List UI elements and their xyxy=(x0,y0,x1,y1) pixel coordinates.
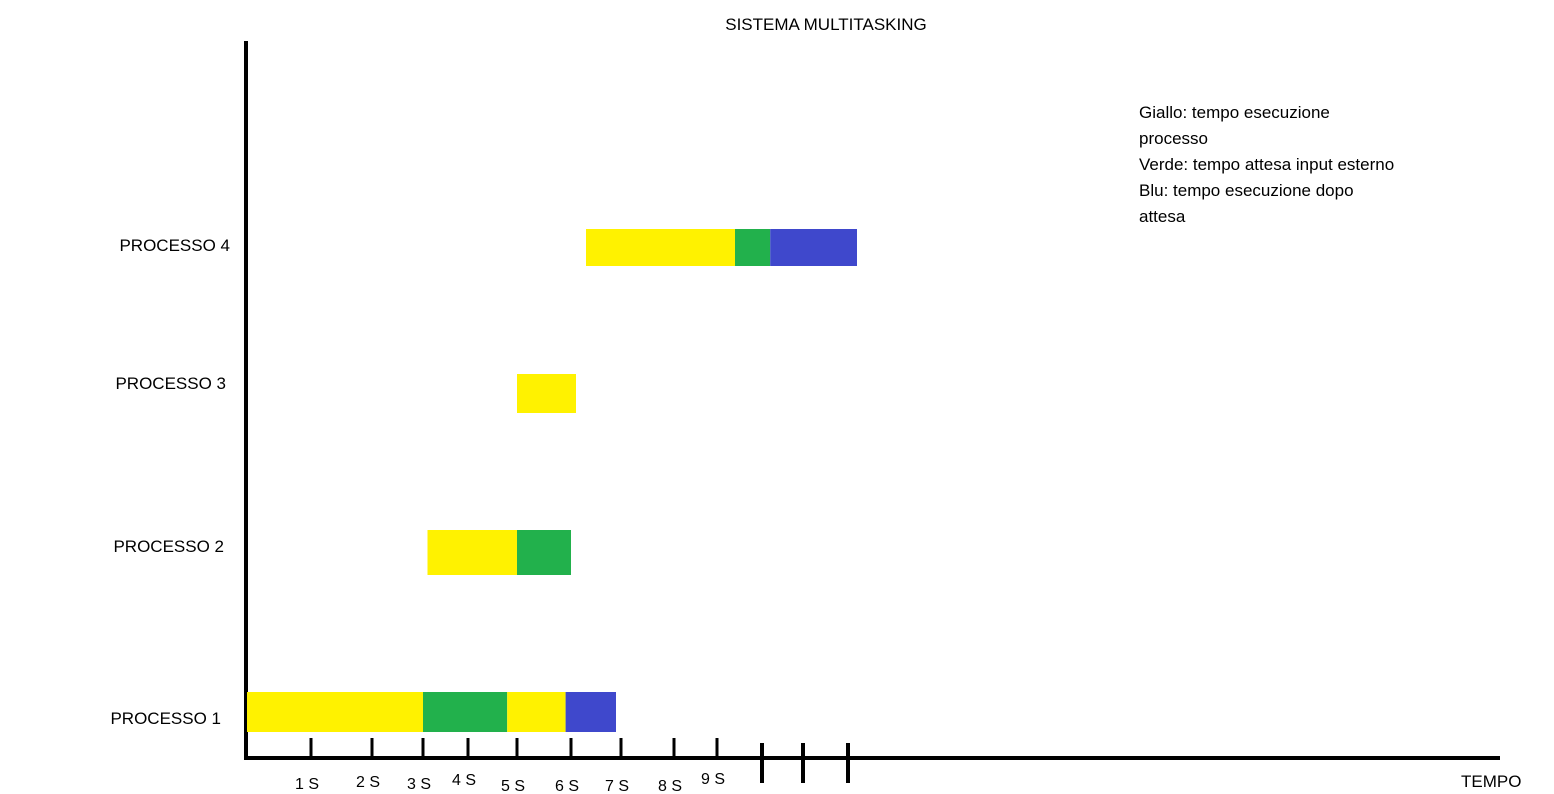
x-ticks: 1 S 2 S 3 S 4 S 5 S 6 S 7 S 8 S 9 S xyxy=(295,738,850,794)
category-label-processo-4: PROCESSO 4 xyxy=(119,236,230,255)
legend-item-blue: Blu: tempo esecuzione dopo attesa xyxy=(1139,181,1354,226)
x-tick-label: 9 S xyxy=(701,771,725,788)
bar-segment-green xyxy=(423,692,508,732)
x-tick-label: 7 S xyxy=(605,778,629,794)
category-label-processo-3: PROCESSO 3 xyxy=(115,374,226,393)
legend-item-yellow: Giallo: tempo esecuzione processo xyxy=(1139,103,1330,148)
x-tick-label: 6 S xyxy=(555,778,579,794)
legend-item-green: Verde: tempo attesa input esterno xyxy=(1139,155,1395,174)
chart-title: SISTEMA MULTITASKING xyxy=(725,15,927,34)
y-category-labels: PROCESSO 1 PROCESSO 2 PROCESSO 3 PROCESSO 4 xyxy=(110,236,230,728)
bar-segment-yellow xyxy=(247,692,423,732)
category-label-processo-2: PROCESSO 2 xyxy=(113,537,224,556)
x-tick-label: 4 S xyxy=(452,772,476,789)
bar-segment-yellow xyxy=(586,229,735,266)
gantt-bars xyxy=(247,229,857,732)
x-tick-label: 8 S xyxy=(658,778,682,794)
bar-segment-blue xyxy=(565,692,616,732)
bar-segment-yellow xyxy=(427,530,517,575)
x-tick-label: 5 S xyxy=(501,778,525,794)
bar-segment-blue xyxy=(770,229,857,266)
bar-segment-yellow xyxy=(507,692,566,732)
x-tick-label: 2 S xyxy=(356,774,380,791)
bar-segment-green xyxy=(517,530,571,575)
x-tick-label: 1 S xyxy=(295,776,319,793)
bar-segment-green xyxy=(735,229,771,266)
bar-segment-yellow xyxy=(517,374,576,413)
x-axis-label: TEMPO xyxy=(1461,772,1521,791)
legend: Giallo: tempo esecuzione processo Verde:… xyxy=(1139,100,1399,230)
category-label-processo-1: PROCESSO 1 xyxy=(110,709,221,728)
x-tick-label: 3 S xyxy=(407,776,431,793)
